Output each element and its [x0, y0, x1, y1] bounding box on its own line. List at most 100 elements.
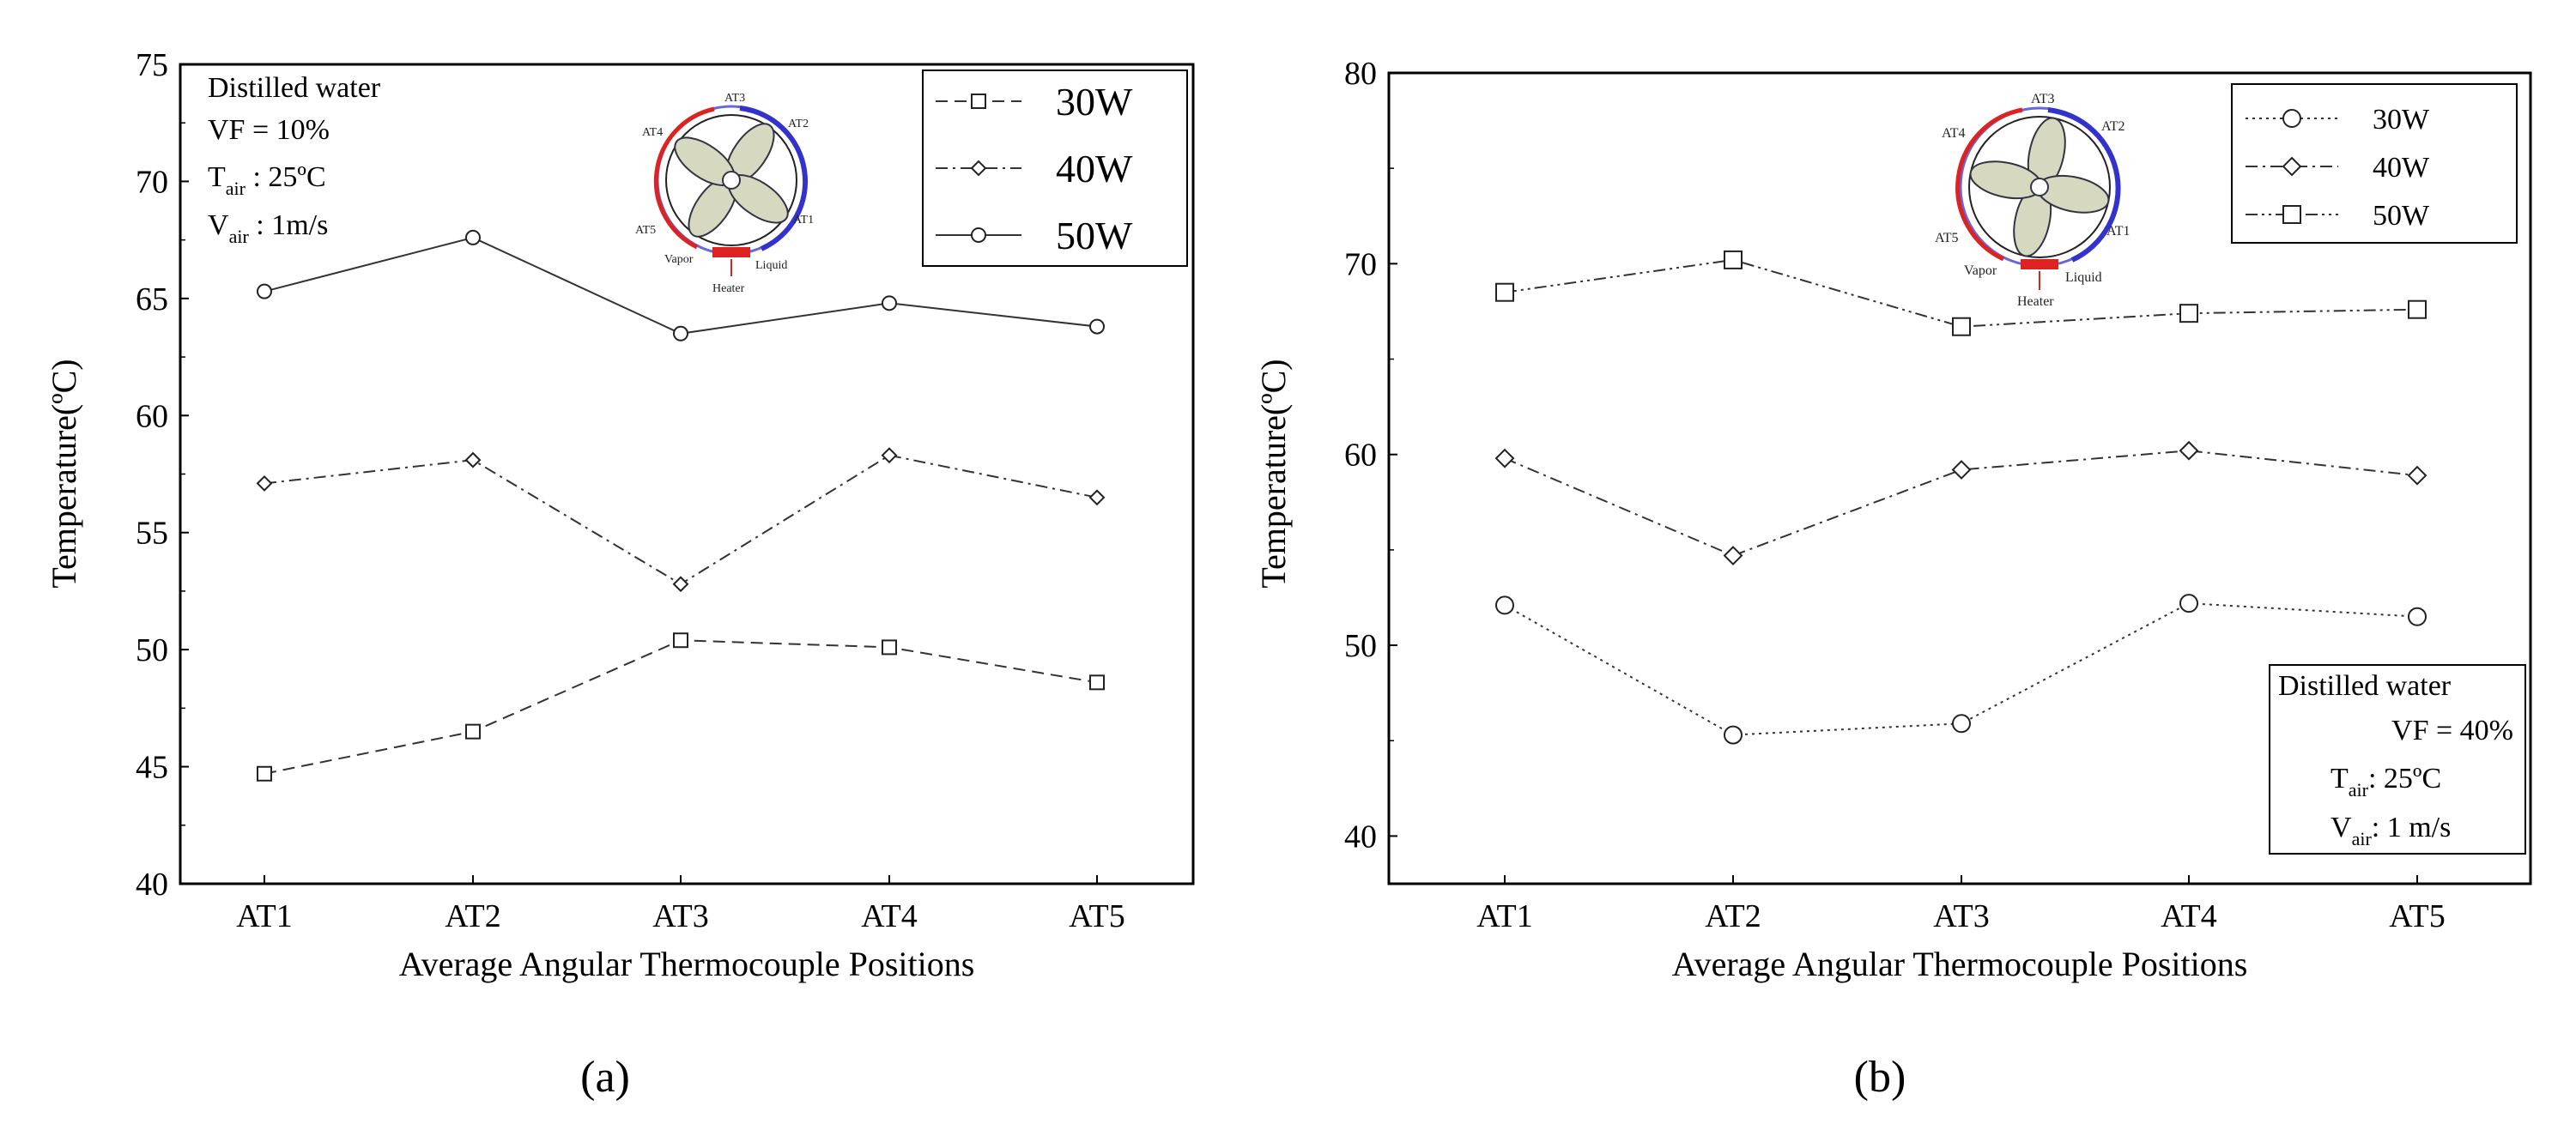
y-tick-label: 80 — [1344, 56, 1377, 92]
data-point-50W — [673, 325, 688, 341]
data-point-50W — [1495, 282, 1514, 302]
y-axis-b: 40 50 60 70 80 — [1344, 56, 1397, 855]
series-line-40W — [264, 454, 1098, 585]
y-tick-label: 60 — [136, 398, 168, 434]
data-point-40W — [1723, 546, 1743, 565]
inset-label-vapor: Vapor — [664, 253, 694, 266]
legend-marker-40W — [2282, 156, 2302, 177]
y-tick-label: 40 — [1344, 819, 1377, 855]
series-line-30W — [1504, 602, 2418, 736]
inset-label-at5: AT5 — [1935, 231, 1959, 245]
inset-label-liquid: Liquid — [2065, 270, 2102, 285]
heat-pipe-schematic-inset-a: AT3 AT2 AT1 AT4 AT5 Vapor Liquid Heater — [635, 92, 814, 295]
inset-ring-hot-arc — [653, 106, 715, 250]
y-tick-label: 50 — [136, 632, 168, 668]
x-tick-label: AT3 — [652, 898, 708, 934]
x-tick-label: AT4 — [861, 898, 917, 934]
data-point-50W — [882, 295, 897, 311]
legend-a: 30W 40W 50W — [922, 69, 1188, 267]
plot-frame-b — [1387, 71, 2532, 885]
legend-label: 50W — [2373, 200, 2430, 232]
y-tick-label: 70 — [1344, 246, 1377, 282]
legend-marker-40W — [970, 160, 987, 177]
x-tick-label: AT2 — [1705, 898, 1761, 934]
legend-label: 30W — [1056, 80, 1133, 124]
inset-label-at3: AT3 — [724, 92, 745, 105]
inset-label-at2: AT2 — [2101, 119, 2125, 134]
x-tick-label: AT5 — [1069, 898, 1124, 934]
condition-annotation-a: Distilled water VF = 10% Tair : 25ºC Vai… — [208, 72, 381, 247]
fan-hub-icon — [2030, 178, 2049, 196]
data-point-40W — [1088, 489, 1106, 506]
inset-label-at4: AT4 — [1942, 126, 1966, 141]
data-point-40W — [881, 447, 898, 464]
inset-ring-hot-arc — [1955, 107, 2023, 262]
annotation-line4-a: Vair : 1m/s — [208, 209, 328, 247]
panel-a: 40 45 50 55 60 65 70 75 AT1 AT2 AT3 AT4 AT5 Tempera… — [45, 47, 1195, 1102]
data-point-30W — [2179, 594, 2198, 613]
y-axis-title-a: Temperature(ºC) — [45, 359, 83, 588]
y-tick-label: 60 — [1344, 438, 1377, 474]
x-axis-a: AT1 AT2 AT3 AT4 AT5 — [236, 875, 1125, 934]
x-axis-b: AT1 AT2 AT3 AT4 AT5 — [1476, 875, 2446, 934]
inset-label-at1: AT1 — [793, 214, 814, 227]
legend-label: 30W — [2373, 104, 2430, 136]
x-tick-label: AT2 — [445, 898, 500, 934]
series-layer-b — [1494, 250, 2428, 745]
heat-pipe-schematic-inset-b: AT3 AT2 AT1 AT4 AT5 Vapor Liquid Heater — [1935, 92, 2131, 309]
data-point-30W — [257, 765, 272, 782]
inset-ring-cold-arc — [739, 106, 809, 251]
heater-block-icon — [712, 247, 750, 257]
legend-label: 40W — [1056, 147, 1133, 190]
inset-label-heater: Heater — [2017, 294, 2054, 309]
series-layer-a — [256, 229, 1106, 782]
legend-b: 30W 40W 50W — [2231, 83, 2518, 244]
legend-box-b — [2231, 83, 2518, 244]
annotation-line1-b: Distilled water — [2278, 670, 2452, 702]
panel-label-b: (b) — [1854, 1053, 1906, 1102]
y-tick-label: 55 — [136, 516, 168, 552]
data-point-30W — [882, 639, 897, 656]
x-tick-label: AT3 — [1933, 898, 1989, 934]
data-point-50W — [465, 229, 481, 245]
annotation-line3-b: Tair: 25ºC — [2331, 763, 2441, 801]
series-line-50W — [1504, 258, 2418, 328]
y-tick-label: 40 — [136, 867, 168, 903]
legend-marker-30W — [2282, 109, 2301, 128]
data-point-40W — [1951, 460, 1972, 480]
inset-label-liquid: Liquid — [755, 259, 787, 272]
y-tick-label: 50 — [1344, 628, 1377, 664]
annotation-line3-a: Tair : 25ºC — [208, 161, 326, 199]
inset-label-at2: AT2 — [788, 118, 809, 130]
legend-label: 50W — [1056, 214, 1133, 257]
data-point-50W — [1724, 250, 1743, 269]
data-point-50W — [2179, 304, 2198, 323]
data-point-40W — [1494, 448, 1515, 468]
data-point-40W — [464, 451, 482, 468]
legend-marker-50W — [971, 227, 986, 243]
annotation-line4-b: Vair: 1 m/s — [2331, 812, 2451, 849]
data-point-50W — [257, 283, 272, 299]
inset-label-at4: AT4 — [642, 126, 663, 139]
data-point-50W — [2408, 299, 2427, 319]
y-tick-label: 45 — [136, 750, 168, 786]
data-point-50W — [1952, 317, 1971, 336]
x-axis-title-b: Average Angular Thermocouple Positions — [1672, 945, 2248, 983]
y-axis-a: 40 45 50 55 60 65 70 75 — [136, 47, 189, 903]
x-tick-label: AT4 — [2161, 898, 2216, 934]
y-tick-label: 75 — [136, 47, 168, 83]
annotation-line2-b: VF = 40% — [2391, 715, 2513, 746]
condition-annotation-b: Distilled water VF = 40% Tair: 25ºC Vair… — [2269, 664, 2526, 855]
data-point-40W — [672, 576, 689, 593]
annotation-line1-a: Distilled water — [208, 72, 381, 104]
y-tick-label: 65 — [136, 281, 168, 317]
legend-marker-30W — [971, 94, 986, 109]
x-tick-label: AT5 — [2389, 898, 2445, 934]
x-tick-label: AT1 — [1476, 898, 1532, 934]
inset-label-at1: AT1 — [2106, 224, 2131, 239]
inset-label-vapor: Vapor — [1964, 263, 1997, 278]
inset-label-at3: AT3 — [2031, 92, 2055, 106]
y-axis-title-b: Temperature(ºC) — [1254, 359, 1293, 588]
data-point-30W — [1724, 725, 1743, 745]
